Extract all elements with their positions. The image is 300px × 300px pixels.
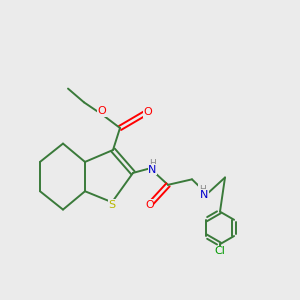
Text: O: O [145,200,154,210]
Text: O: O [143,107,152,117]
Text: N: N [200,190,209,200]
Text: H: H [199,184,206,194]
Text: O: O [98,106,106,116]
Text: S: S [108,200,116,210]
Text: Cl: Cl [214,246,225,256]
Text: H: H [150,159,156,168]
Text: N: N [148,165,157,175]
